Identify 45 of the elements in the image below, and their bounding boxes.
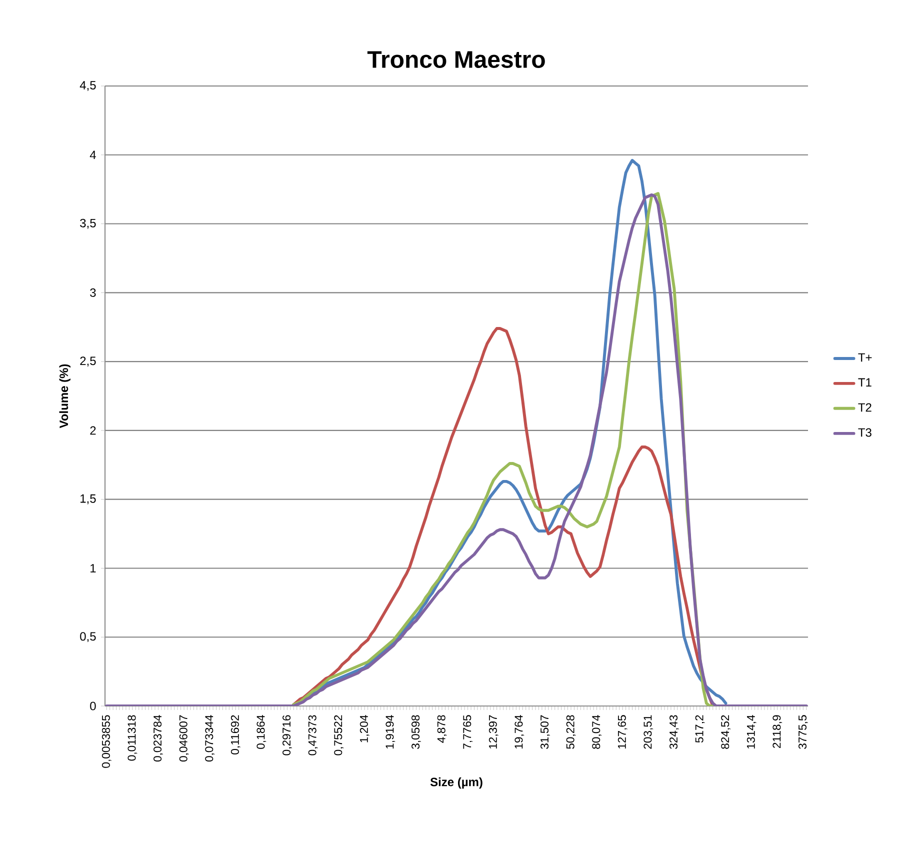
y-tick-label: 2,5	[80, 356, 96, 367]
y-tick-label: 2	[90, 426, 96, 435]
y-tick-label: 4,5	[80, 81, 96, 91]
y-tick-label: 1	[90, 564, 96, 572]
x-tick-label: 203,51	[644, 715, 654, 749]
x-tick-label: 517,2	[695, 715, 705, 743]
x-tick-label: 4,878	[437, 715, 447, 743]
x-axis-title: Size (µm)	[430, 777, 482, 789]
x-tick-label: 0,023784	[154, 715, 163, 762]
x-tick-label: 0,11692	[230, 715, 240, 754]
x-tick-label: 3775,5	[798, 715, 808, 749]
y-tick-label: 4	[90, 150, 96, 160]
y-tick-label: 3	[90, 288, 96, 297]
x-tick-label: 1,9194	[386, 715, 396, 749]
y-tick-label: 1,5	[80, 494, 96, 504]
x-tick-label: 3,0598	[412, 715, 421, 749]
x-tick-label: 1,204	[360, 715, 370, 742]
x-tick-label: 324,43	[670, 715, 679, 749]
x-tick-label: 0,011318	[128, 715, 138, 761]
x-tick-label: 0,0053855	[102, 715, 112, 768]
y-tick-label: 3,5	[80, 218, 96, 229]
x-tick-label: 2118,9	[772, 715, 782, 748]
x-tick-label: 50,228	[566, 715, 576, 749]
x-tick-label: 0,47373	[308, 715, 318, 756]
x-tick-label: 1314,4	[746, 715, 756, 749]
y-tick-label: 0,5	[80, 632, 96, 642]
y-tick-label: 0	[90, 702, 96, 710]
x-tick-label: 19,764	[514, 715, 524, 749]
x-tick-label: 0,29716	[282, 715, 292, 756]
x-tick-label: 127,65	[618, 715, 628, 749]
x-tick-label: 31,507	[540, 715, 550, 749]
x-tick-label: 7,7765	[463, 715, 472, 749]
y-axis-title: Volume (%)	[59, 364, 70, 428]
x-tick-label: 0,75522	[334, 715, 344, 756]
chart-title: Tronco Maestro	[367, 51, 545, 68]
x-tick-label: 80,074	[592, 715, 602, 749]
x-tick-label: 12,397	[488, 715, 498, 749]
x-tick-label: 0,046007	[179, 715, 189, 762]
legend-label: T+	[858, 353, 872, 362]
x-tick-label: 0,073344	[205, 715, 214, 762]
legend-label: T1	[858, 378, 872, 387]
x-tick-label: 0,1864	[256, 715, 266, 749]
legend-label: T2	[858, 403, 872, 412]
legend-label: T3	[858, 428, 872, 437]
x-tick-label: 824,52	[721, 715, 730, 749]
